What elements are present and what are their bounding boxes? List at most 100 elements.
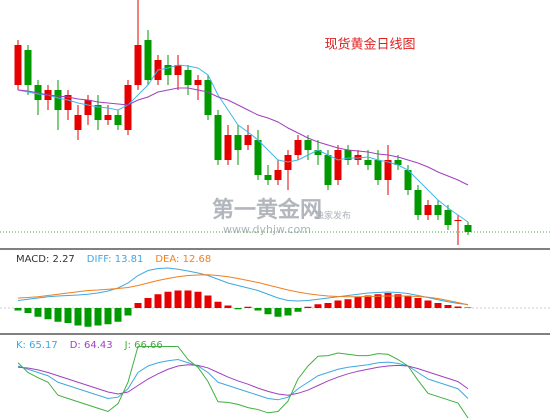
macd-bar bbox=[334, 300, 342, 308]
series-line bbox=[17, 274, 469, 306]
watermark: 第一黄金网 bbox=[212, 197, 322, 223]
macd-bar bbox=[384, 293, 392, 308]
macd-bar bbox=[284, 308, 292, 316]
candle-body bbox=[454, 220, 462, 221]
macd-bar bbox=[194, 291, 202, 308]
macd-bar bbox=[174, 290, 182, 308]
macd-bar bbox=[264, 308, 272, 315]
macd-bar bbox=[374, 294, 382, 308]
macd-bar bbox=[464, 307, 472, 308]
macd-bar bbox=[44, 308, 52, 320]
candle-body bbox=[244, 135, 252, 145]
candle-body bbox=[64, 95, 72, 110]
legend-label: K: 65.17 bbox=[16, 340, 58, 351]
macd-bar bbox=[144, 298, 152, 308]
candle-body bbox=[164, 65, 172, 75]
macd-bar bbox=[234, 308, 242, 310]
candle-body bbox=[464, 225, 472, 232]
candle-body bbox=[274, 170, 282, 180]
candle-body bbox=[84, 100, 92, 115]
candle-body bbox=[254, 140, 262, 175]
candle-body bbox=[224, 135, 232, 160]
candle-body bbox=[234, 135, 242, 150]
candle-body bbox=[424, 205, 432, 215]
macd-bar bbox=[204, 295, 212, 308]
macd-bar bbox=[164, 291, 172, 308]
macd-bar bbox=[404, 295, 412, 308]
candle-body bbox=[124, 85, 132, 130]
candle-body bbox=[54, 90, 62, 110]
candle-body bbox=[184, 70, 192, 85]
macd-bar bbox=[134, 303, 142, 308]
candle-body bbox=[174, 65, 182, 75]
candle-body bbox=[194, 80, 202, 85]
macd-bar bbox=[424, 300, 432, 308]
macd-bar bbox=[324, 303, 332, 308]
macd-bar bbox=[64, 308, 72, 323]
series-line bbox=[17, 346, 469, 419]
candle-body bbox=[134, 45, 142, 85]
legend-label: DIFF: 13.81 bbox=[87, 254, 144, 265]
macd-bar bbox=[294, 308, 302, 312]
candle-body bbox=[384, 160, 392, 180]
macd-bar bbox=[154, 294, 162, 308]
candle-body bbox=[404, 170, 412, 190]
macd-bar bbox=[184, 290, 192, 308]
macd-bar bbox=[274, 308, 282, 317]
macd-bar bbox=[434, 303, 442, 308]
macd-bar bbox=[34, 308, 42, 317]
candle-body bbox=[414, 190, 422, 215]
series-line bbox=[17, 87, 469, 186]
macd-bar bbox=[54, 308, 62, 322]
macd-bar bbox=[304, 306, 312, 308]
macd-bar bbox=[114, 308, 122, 322]
candle-body bbox=[14, 45, 22, 85]
chart-title: 现货黄金日线图 bbox=[324, 37, 415, 53]
candle-body bbox=[304, 140, 312, 150]
candle-body bbox=[324, 155, 332, 185]
macd-bar bbox=[454, 306, 462, 308]
macd-bar bbox=[254, 308, 262, 311]
watermark: 独家发布 bbox=[315, 210, 351, 222]
candle-body bbox=[74, 115, 82, 130]
candle-body bbox=[314, 150, 322, 155]
candle-body bbox=[94, 105, 102, 120]
candle-body bbox=[364, 160, 372, 165]
candle-body bbox=[104, 115, 112, 120]
series-line bbox=[17, 364, 469, 396]
series-line bbox=[17, 64, 469, 223]
candle-body bbox=[344, 150, 352, 160]
series-line bbox=[17, 267, 469, 306]
candle-body bbox=[214, 115, 222, 160]
macd-bar bbox=[84, 308, 92, 327]
macd-bar bbox=[214, 301, 222, 308]
series-line bbox=[17, 358, 469, 401]
macd-bar bbox=[444, 305, 452, 308]
candle-body bbox=[294, 140, 302, 155]
legend-label: DEA: 12.68 bbox=[155, 254, 211, 265]
macd-bar bbox=[364, 295, 372, 308]
candle-body bbox=[204, 80, 212, 115]
macd-bar bbox=[414, 298, 422, 308]
watermark: www.dyhjw.com bbox=[223, 223, 311, 236]
macd-bar bbox=[244, 306, 252, 308]
macd-bar bbox=[314, 304, 322, 308]
macd-bar bbox=[104, 308, 112, 325]
macd-bar bbox=[74, 308, 82, 326]
macd-bar bbox=[124, 308, 132, 316]
legend-label: MACD: 2.27 bbox=[16, 254, 75, 265]
candle-body bbox=[374, 160, 382, 180]
candle-body bbox=[434, 205, 442, 215]
candle-body bbox=[394, 160, 402, 165]
legend-label: D: 64.43 bbox=[70, 340, 113, 351]
candle-body bbox=[114, 115, 122, 125]
candle-body bbox=[144, 40, 152, 80]
macd-bar bbox=[224, 305, 232, 308]
candle-body bbox=[444, 210, 452, 225]
macd-bar bbox=[94, 308, 102, 326]
candle-body bbox=[24, 50, 32, 85]
legend-label: J: 66.66 bbox=[124, 340, 163, 351]
macd-bar bbox=[24, 308, 32, 313]
